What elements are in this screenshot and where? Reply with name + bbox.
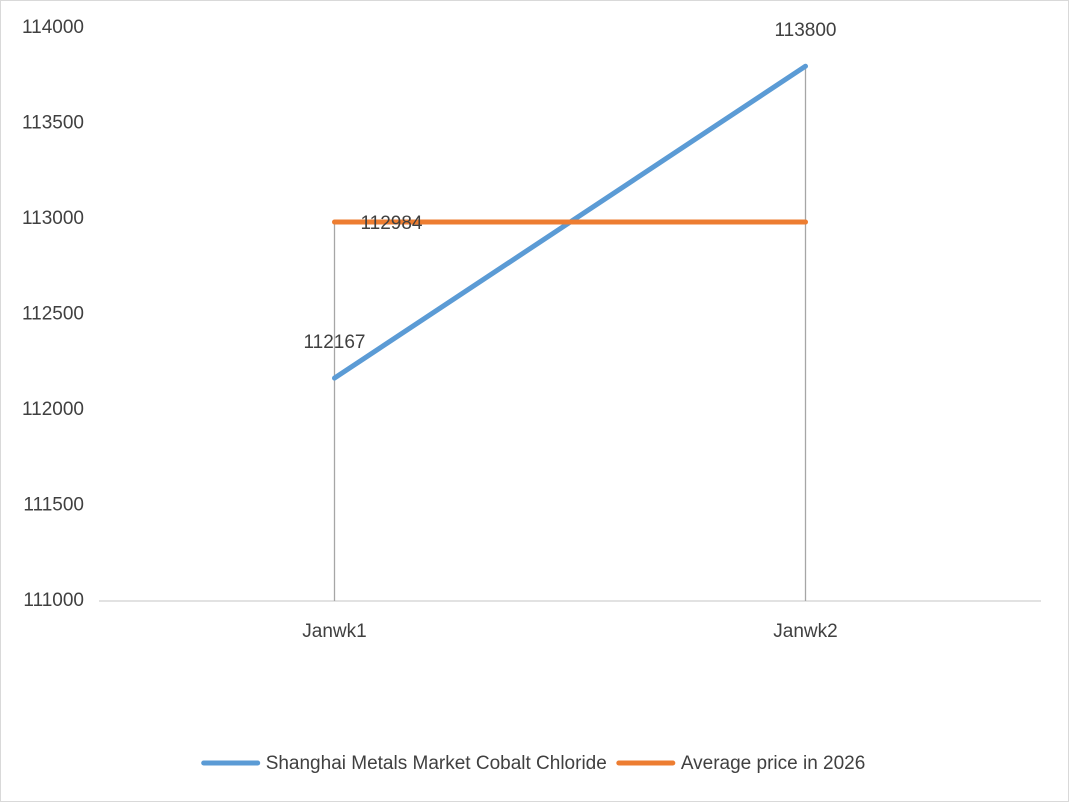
data-label: 112984	[361, 213, 423, 234]
data-label: 113800	[775, 20, 837, 41]
legend-item: Average price in 2026	[616, 753, 866, 774]
x-tick-label: Janwk2	[773, 621, 837, 642]
legend-label: Shanghai Metals Market Cobalt Chloride	[266, 753, 607, 774]
y-tick-label: 112500	[22, 304, 84, 325]
y-tick-label: 113500	[22, 113, 84, 134]
legend: Shanghai Metals Market Cobalt Chloride Av…	[201, 753, 866, 774]
y-tick-label: 111000	[23, 590, 84, 611]
legend-label: Average price in 2026	[681, 753, 866, 774]
y-tick-label: 112000	[22, 399, 84, 420]
legend-item: Shanghai Metals Market Cobalt Chloride	[201, 753, 607, 774]
data-label: 112167	[304, 332, 366, 353]
y-tick-label: 111500	[23, 495, 84, 516]
y-tick-label: 113000	[22, 208, 84, 229]
x-tick-label: Janwk1	[302, 621, 366, 642]
y-tick-label: 114000	[22, 17, 84, 38]
